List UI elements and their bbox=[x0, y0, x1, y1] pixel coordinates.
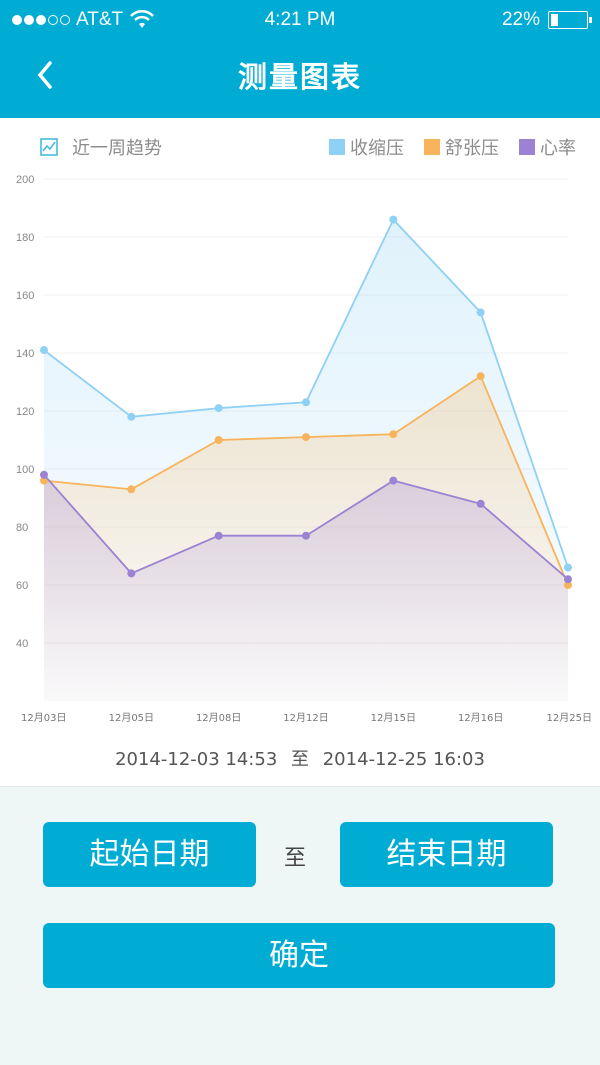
data-point bbox=[127, 485, 136, 494]
data-point bbox=[476, 499, 485, 508]
back-button[interactable] bbox=[28, 56, 68, 96]
y-tick-label: 40 bbox=[16, 638, 28, 650]
start-date-button[interactable]: 起始日期 bbox=[43, 822, 256, 887]
confirm-button[interactable]: 确定 bbox=[43, 923, 555, 988]
series-area-2 bbox=[44, 474, 568, 701]
data-point bbox=[214, 531, 223, 540]
data-point bbox=[564, 581, 572, 589]
x-tick-label: 12月25日 bbox=[547, 712, 592, 724]
data-point bbox=[127, 569, 136, 578]
data-point bbox=[127, 412, 136, 421]
clock-time: 4:21 PM bbox=[264, 9, 336, 30]
y-tick-label: 160 bbox=[16, 290, 34, 302]
range-end: 2014-12-25 16:03 bbox=[322, 749, 485, 770]
data-point bbox=[302, 398, 310, 407]
y-tick-label: 200 bbox=[16, 174, 34, 186]
x-tick-label: 12月12日 bbox=[283, 712, 328, 724]
battery-percent: 22% bbox=[501, 9, 540, 30]
trend-chart-icon bbox=[40, 138, 58, 156]
data-point bbox=[302, 531, 310, 540]
x-tick-label: 12月16日 bbox=[458, 712, 503, 724]
y-tick-label: 100 bbox=[16, 464, 34, 476]
data-point bbox=[40, 470, 48, 479]
x-tick-label: 12月08日 bbox=[196, 712, 241, 724]
chart-legend: 收缩压 舒张压 心率 bbox=[329, 134, 576, 160]
legend-label-diastolic: 舒张压 bbox=[445, 138, 499, 159]
y-tick-label: 140 bbox=[16, 348, 34, 360]
header-bar: AT&T 4:21 PM 22% 测量图表 bbox=[0, 0, 600, 118]
trend-chart: 200 180 160 140 120 100 80 60 40 12月03日 12月05日 12月0… bbox=[16, 174, 592, 724]
legend-swatch-diastolic bbox=[424, 139, 440, 155]
data-point bbox=[302, 433, 310, 442]
carrier-label: AT&T bbox=[76, 9, 124, 30]
x-tick-label: 12月03日 bbox=[21, 712, 66, 724]
to-label: 至 bbox=[283, 846, 306, 871]
data-point bbox=[40, 346, 48, 355]
legend-item-diastolic: 舒张压 bbox=[424, 134, 499, 160]
data-point bbox=[389, 476, 398, 485]
legend-item-systolic: 收缩压 bbox=[329, 134, 404, 160]
data-point bbox=[389, 430, 398, 439]
legend-item-heart-rate: 心率 bbox=[519, 134, 576, 160]
data-point bbox=[389, 215, 398, 224]
x-tick-label: 12月05日 bbox=[109, 712, 154, 724]
data-point bbox=[214, 404, 223, 413]
signal-strength-icon bbox=[12, 15, 70, 25]
x-tick-label: 12月15日 bbox=[371, 712, 416, 724]
data-point bbox=[564, 575, 572, 584]
data-point bbox=[476, 372, 485, 381]
legend-swatch-heart-rate bbox=[519, 139, 535, 155]
y-tick-label: 120 bbox=[16, 406, 34, 418]
trend-label: 近一周趋势 bbox=[72, 138, 162, 159]
legend-label-heart-rate: 心率 bbox=[540, 138, 576, 159]
data-point bbox=[564, 563, 572, 572]
data-point bbox=[476, 308, 485, 317]
chevron-left-icon bbox=[37, 61, 52, 89]
legend-label-systolic: 收缩压 bbox=[350, 138, 404, 159]
page-title: 测量图表 bbox=[237, 60, 362, 94]
range-start: 2014-12-03 14:53 bbox=[115, 749, 278, 770]
y-tick-label: 60 bbox=[16, 580, 28, 592]
data-point bbox=[214, 436, 223, 444]
date-range: 2014-12-03 14:53 至 2014-12-25 16:03 bbox=[0, 745, 600, 771]
end-date-button[interactable]: 结束日期 bbox=[340, 822, 553, 887]
trend-label-group: 近一周趋势 bbox=[40, 134, 162, 160]
range-to: 至 bbox=[291, 749, 309, 770]
legend-swatch-systolic bbox=[329, 139, 345, 155]
wifi-icon bbox=[130, 10, 155, 28]
y-tick-label: 80 bbox=[16, 522, 28, 534]
status-bar: AT&T 4:21 PM 22% bbox=[0, 0, 600, 40]
battery-icon bbox=[548, 11, 592, 29]
data-point bbox=[40, 476, 48, 485]
y-tick-label: 180 bbox=[16, 232, 34, 244]
